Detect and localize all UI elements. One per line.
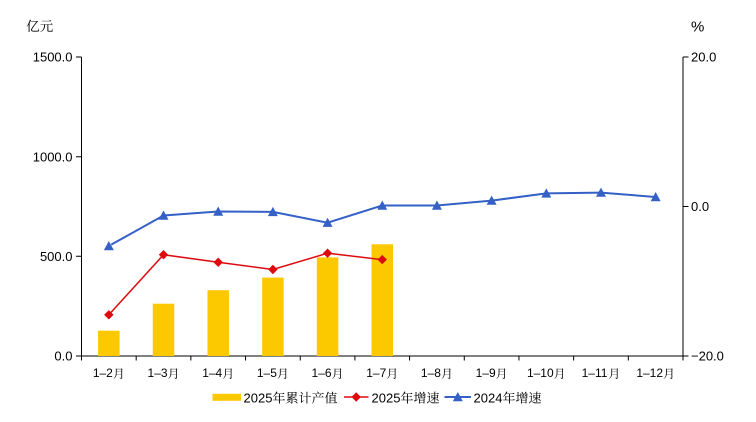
svg-text:1–2: 1–2 bbox=[93, 366, 113, 380]
svg-text:2024: 2024 bbox=[474, 391, 503, 406]
svg-text:500.0: 500.0 bbox=[40, 249, 73, 264]
svg-text:1–5: 1–5 bbox=[257, 366, 277, 380]
svg-text:0.0: 0.0 bbox=[691, 199, 709, 214]
svg-text:1–7: 1–7 bbox=[366, 366, 386, 380]
svg-text:2025: 2025 bbox=[244, 391, 273, 406]
svg-text:1–4: 1–4 bbox=[202, 366, 222, 380]
svg-text:−20.0: −20.0 bbox=[691, 349, 724, 364]
svg-text:1–3: 1–3 bbox=[148, 366, 168, 380]
svg-text:20.0: 20.0 bbox=[691, 50, 716, 65]
svg-text:1–12: 1–12 bbox=[636, 366, 663, 380]
svg-text:2025: 2025 bbox=[372, 391, 401, 406]
svg-text:1–10: 1–10 bbox=[527, 366, 554, 380]
svg-text:0.0: 0.0 bbox=[54, 349, 72, 364]
svg-text:1500.0: 1500.0 bbox=[33, 50, 73, 65]
svg-text:1000.0: 1000.0 bbox=[33, 149, 73, 164]
svg-text:%: % bbox=[691, 19, 704, 36]
svg-text:1–9: 1–9 bbox=[476, 366, 496, 380]
svg-text:1–11: 1–11 bbox=[582, 366, 608, 380]
svg-text:1–8: 1–8 bbox=[421, 366, 441, 380]
svg-text:1–6: 1–6 bbox=[312, 366, 332, 380]
